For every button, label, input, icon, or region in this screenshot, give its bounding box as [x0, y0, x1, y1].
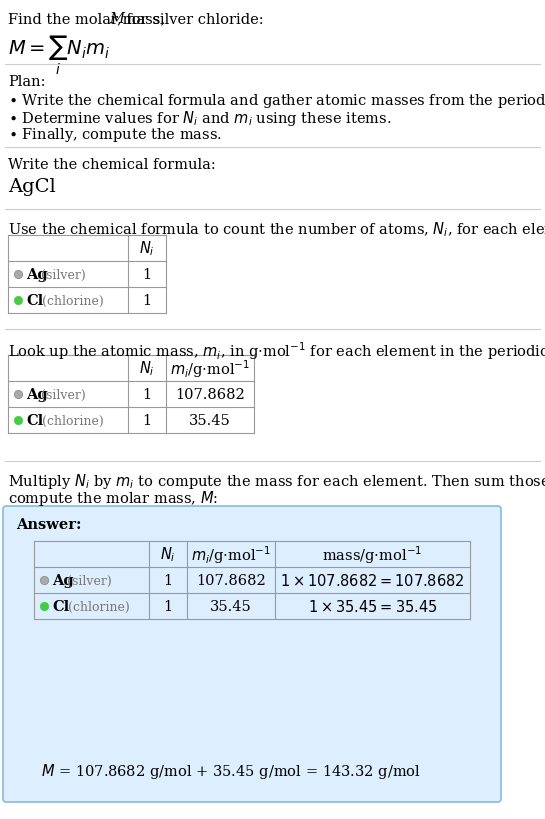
Text: 1: 1 [142, 414, 152, 428]
Text: Ag: Ag [26, 387, 47, 401]
Text: Cl: Cl [52, 600, 69, 613]
Text: $N_i$: $N_i$ [160, 545, 176, 563]
Text: (chlorine): (chlorine) [38, 414, 104, 427]
Text: $m_i$/g$\cdot$mol$^{-1}$: $m_i$/g$\cdot$mol$^{-1}$ [191, 544, 271, 565]
Text: $1 \times 107.8682 = 107.8682$: $1 \times 107.8682 = 107.8682$ [280, 572, 465, 588]
Text: Plan:: Plan: [8, 75, 45, 89]
Text: 1: 1 [142, 294, 152, 308]
Text: $\bullet$ Finally, compute the mass.: $\bullet$ Finally, compute the mass. [8, 126, 222, 144]
Text: 1: 1 [142, 268, 152, 282]
Text: $m_i$/g$\cdot$mol$^{-1}$: $m_i$/g$\cdot$mol$^{-1}$ [170, 358, 250, 379]
Text: (silver): (silver) [37, 388, 86, 401]
Text: (chlorine): (chlorine) [38, 294, 104, 307]
Text: (chlorine): (chlorine) [64, 600, 130, 613]
Text: Ag: Ag [52, 573, 74, 587]
Text: Ag: Ag [26, 268, 47, 282]
Text: 35.45: 35.45 [210, 600, 252, 613]
Text: (silver): (silver) [63, 574, 112, 586]
Text: $\bullet$ Write the chemical formula and gather atomic masses from the periodic : $\bullet$ Write the chemical formula and… [8, 92, 545, 110]
Text: 35.45: 35.45 [189, 414, 231, 428]
Text: AgCl: AgCl [8, 178, 56, 196]
Text: Multiply $N_i$ by $m_i$ to compute the mass for each element. Then sum those val: Multiply $N_i$ by $m_i$ to compute the m… [8, 472, 545, 491]
Text: 107.8682: 107.8682 [175, 387, 245, 401]
Text: mass/g$\cdot$mol$^{-1}$: mass/g$\cdot$mol$^{-1}$ [323, 544, 422, 565]
Text: , for silver chloride:: , for silver chloride: [117, 12, 264, 26]
Text: M: M [109, 12, 124, 26]
Text: Look up the atomic mass, $m_i$, in g$\cdot$mol$^{-1}$ for each element in the pe: Look up the atomic mass, $m_i$, in g$\cd… [8, 340, 545, 361]
Text: Use the chemical formula to count the number of atoms, $N_i$, for each element:: Use the chemical formula to count the nu… [8, 219, 545, 238]
Text: 1: 1 [164, 573, 173, 587]
Text: compute the molar mass, $M$:: compute the molar mass, $M$: [8, 488, 218, 508]
Text: 1: 1 [164, 600, 173, 613]
Text: $\bullet$ Determine values for $N_i$ and $m_i$ using these items.: $\bullet$ Determine values for $N_i$ and… [8, 109, 391, 128]
Text: Write the chemical formula:: Write the chemical formula: [8, 158, 216, 172]
Text: $N_i$: $N_i$ [139, 360, 155, 378]
FancyBboxPatch shape [3, 506, 501, 802]
Text: Answer:: Answer: [16, 518, 82, 532]
Text: $M = \sum_i N_i m_i$: $M = \sum_i N_i m_i$ [8, 34, 110, 77]
Text: 107.8682: 107.8682 [196, 573, 266, 587]
Text: $M$ = 107.8682 g/mol + 35.45 g/mol = 143.32 g/mol: $M$ = 107.8682 g/mol + 35.45 g/mol = 143… [41, 762, 421, 781]
Text: Cl: Cl [26, 414, 43, 428]
Text: Cl: Cl [26, 294, 43, 308]
Text: (silver): (silver) [37, 268, 86, 281]
Text: 1: 1 [142, 387, 152, 401]
Text: $1 \times 35.45 = 35.45$: $1 \times 35.45 = 35.45$ [308, 598, 437, 614]
Text: Find the molar mass,: Find the molar mass, [8, 12, 169, 26]
Text: $N_i$: $N_i$ [139, 239, 155, 258]
